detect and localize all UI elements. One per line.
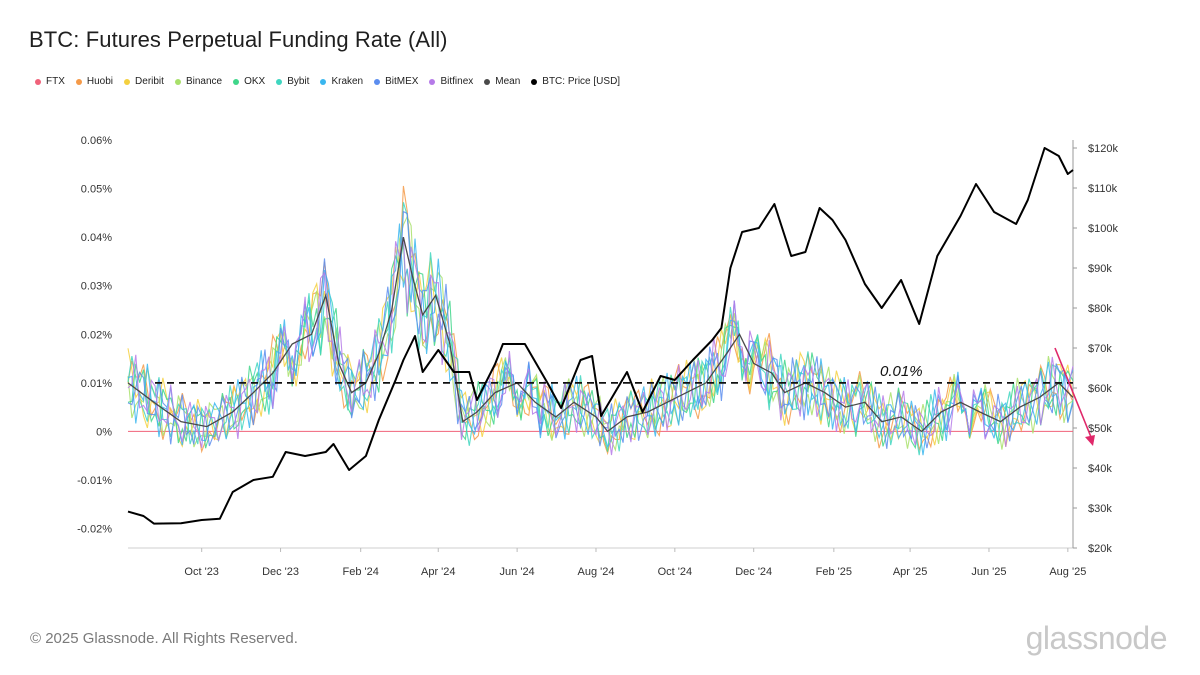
legend-item[interactable]: Mean — [484, 76, 520, 87]
legend-swatch — [276, 78, 283, 85]
legend-swatch — [320, 78, 327, 85]
legend-item[interactable]: Deribit — [124, 76, 164, 87]
x-axis-tick-label: Apr '25 — [893, 566, 928, 578]
funding-series-line — [127, 215, 1074, 452]
right-axis-tick-label: $20k — [1088, 543, 1112, 555]
legend-label: FTX — [46, 76, 65, 87]
legend-swatch — [531, 78, 538, 85]
right-axis-tick-label: $80k — [1088, 303, 1112, 315]
left-axis-tick-label: 0.01% — [81, 378, 112, 390]
x-axis-tick-label: Oct '24 — [658, 566, 693, 578]
legend-label: Mean — [495, 76, 521, 87]
legend-label: Deribit — [135, 76, 164, 87]
right-axis-tick-label: $110k — [1088, 183, 1118, 195]
x-axis-tick-label: Feb '25 — [816, 566, 852, 578]
annotation-arrowhead — [1085, 435, 1095, 446]
annotation-arrow — [1054, 347, 1094, 443]
legend-item[interactable]: Binance — [174, 76, 223, 87]
legend-swatch — [429, 78, 436, 85]
x-axis-tick-label: Aug '25 — [1049, 566, 1086, 578]
legend-item[interactable]: BTC: Price [USD] — [531, 76, 620, 87]
reference-line-label: 0.01% — [880, 363, 923, 380]
chart-legend: FTX Huobi Deribit Binance OKX Bybit Kraken BitM… — [35, 76, 631, 87]
right-axis-tick-label: $30k — [1088, 503, 1112, 515]
right-axis-tick-label: $120k — [1088, 143, 1118, 155]
left-axis-tick-label: -0.02% — [77, 524, 112, 536]
legend-item[interactable]: Bitfinex — [429, 76, 473, 87]
legend-item[interactable]: OKX — [233, 76, 265, 87]
x-axis-tick-label: Feb '24 — [343, 566, 379, 578]
left-axis-tick-label: 0.03% — [81, 281, 112, 293]
x-axis-tick-label: Jun '25 — [971, 566, 1006, 578]
x-axis-tick-label: Dec '24 — [735, 566, 772, 578]
legend-swatch — [35, 78, 41, 85]
copyright-footer: © 2025 Glassnode. All Rights Reserved. — [30, 630, 298, 647]
legend-swatch — [174, 78, 181, 85]
x-axis-tick-label: Aug '24 — [577, 566, 614, 578]
right-axis-tick-label: $60k — [1088, 383, 1112, 395]
legend-label: Huobi — [86, 76, 114, 87]
legend-item[interactable]: FTX — [35, 76, 65, 87]
legend-label: Bitfinex — [440, 76, 474, 87]
left-axis-tick-label: 0.04% — [81, 232, 112, 244]
legend-swatch — [484, 78, 491, 85]
chart-title: BTC: Futures Perpetual Funding Rate (All… — [29, 27, 448, 52]
legend-item[interactable]: BitMEX — [374, 76, 418, 87]
mean-series-line — [127, 236, 1074, 433]
legend-item[interactable]: Bybit — [276, 76, 309, 87]
left-axis-tick-label: 0.06% — [81, 135, 112, 147]
funding-series-line — [127, 210, 1074, 449]
btc-price-line — [127, 147, 1074, 525]
x-axis-tick-label: Dec '23 — [262, 566, 299, 578]
right-axis-tick-label: $50k — [1088, 423, 1112, 435]
x-axis-tick-label: Oct '23 — [184, 566, 219, 578]
legend-swatch — [124, 78, 131, 85]
legend-swatch — [374, 78, 381, 85]
right-axis-tick-label: $90k — [1088, 263, 1112, 275]
legend-label: Bybit — [287, 76, 310, 87]
x-axis-tick-label: Apr '24 — [421, 566, 456, 578]
legend-label: Binance — [185, 76, 223, 87]
legend-item[interactable]: Kraken — [320, 76, 363, 87]
legend-label: OKX — [244, 76, 266, 87]
legend-swatch — [233, 78, 240, 85]
legend-label: Kraken — [331, 76, 364, 87]
legend-swatch — [75, 78, 82, 85]
legend-label: BTC: Price [USD] — [542, 76, 621, 87]
legend-label: BitMEX — [385, 76, 419, 87]
right-axis-tick-label: $40k — [1088, 463, 1112, 475]
right-axis-tick-label: $100k — [1088, 223, 1118, 235]
left-axis-tick-label: 0% — [96, 426, 112, 438]
x-axis-tick-label: Jun '24 — [500, 566, 535, 578]
right-axis-tick-label: $70k — [1088, 343, 1112, 355]
left-axis-tick-label: 0.05% — [81, 184, 112, 196]
brand-watermark: glassnode — [1025, 620, 1168, 656]
legend-item[interactable]: Huobi — [75, 76, 114, 87]
left-axis-tick-label: -0.01% — [77, 475, 112, 487]
left-axis-tick-label: 0.02% — [81, 329, 112, 341]
